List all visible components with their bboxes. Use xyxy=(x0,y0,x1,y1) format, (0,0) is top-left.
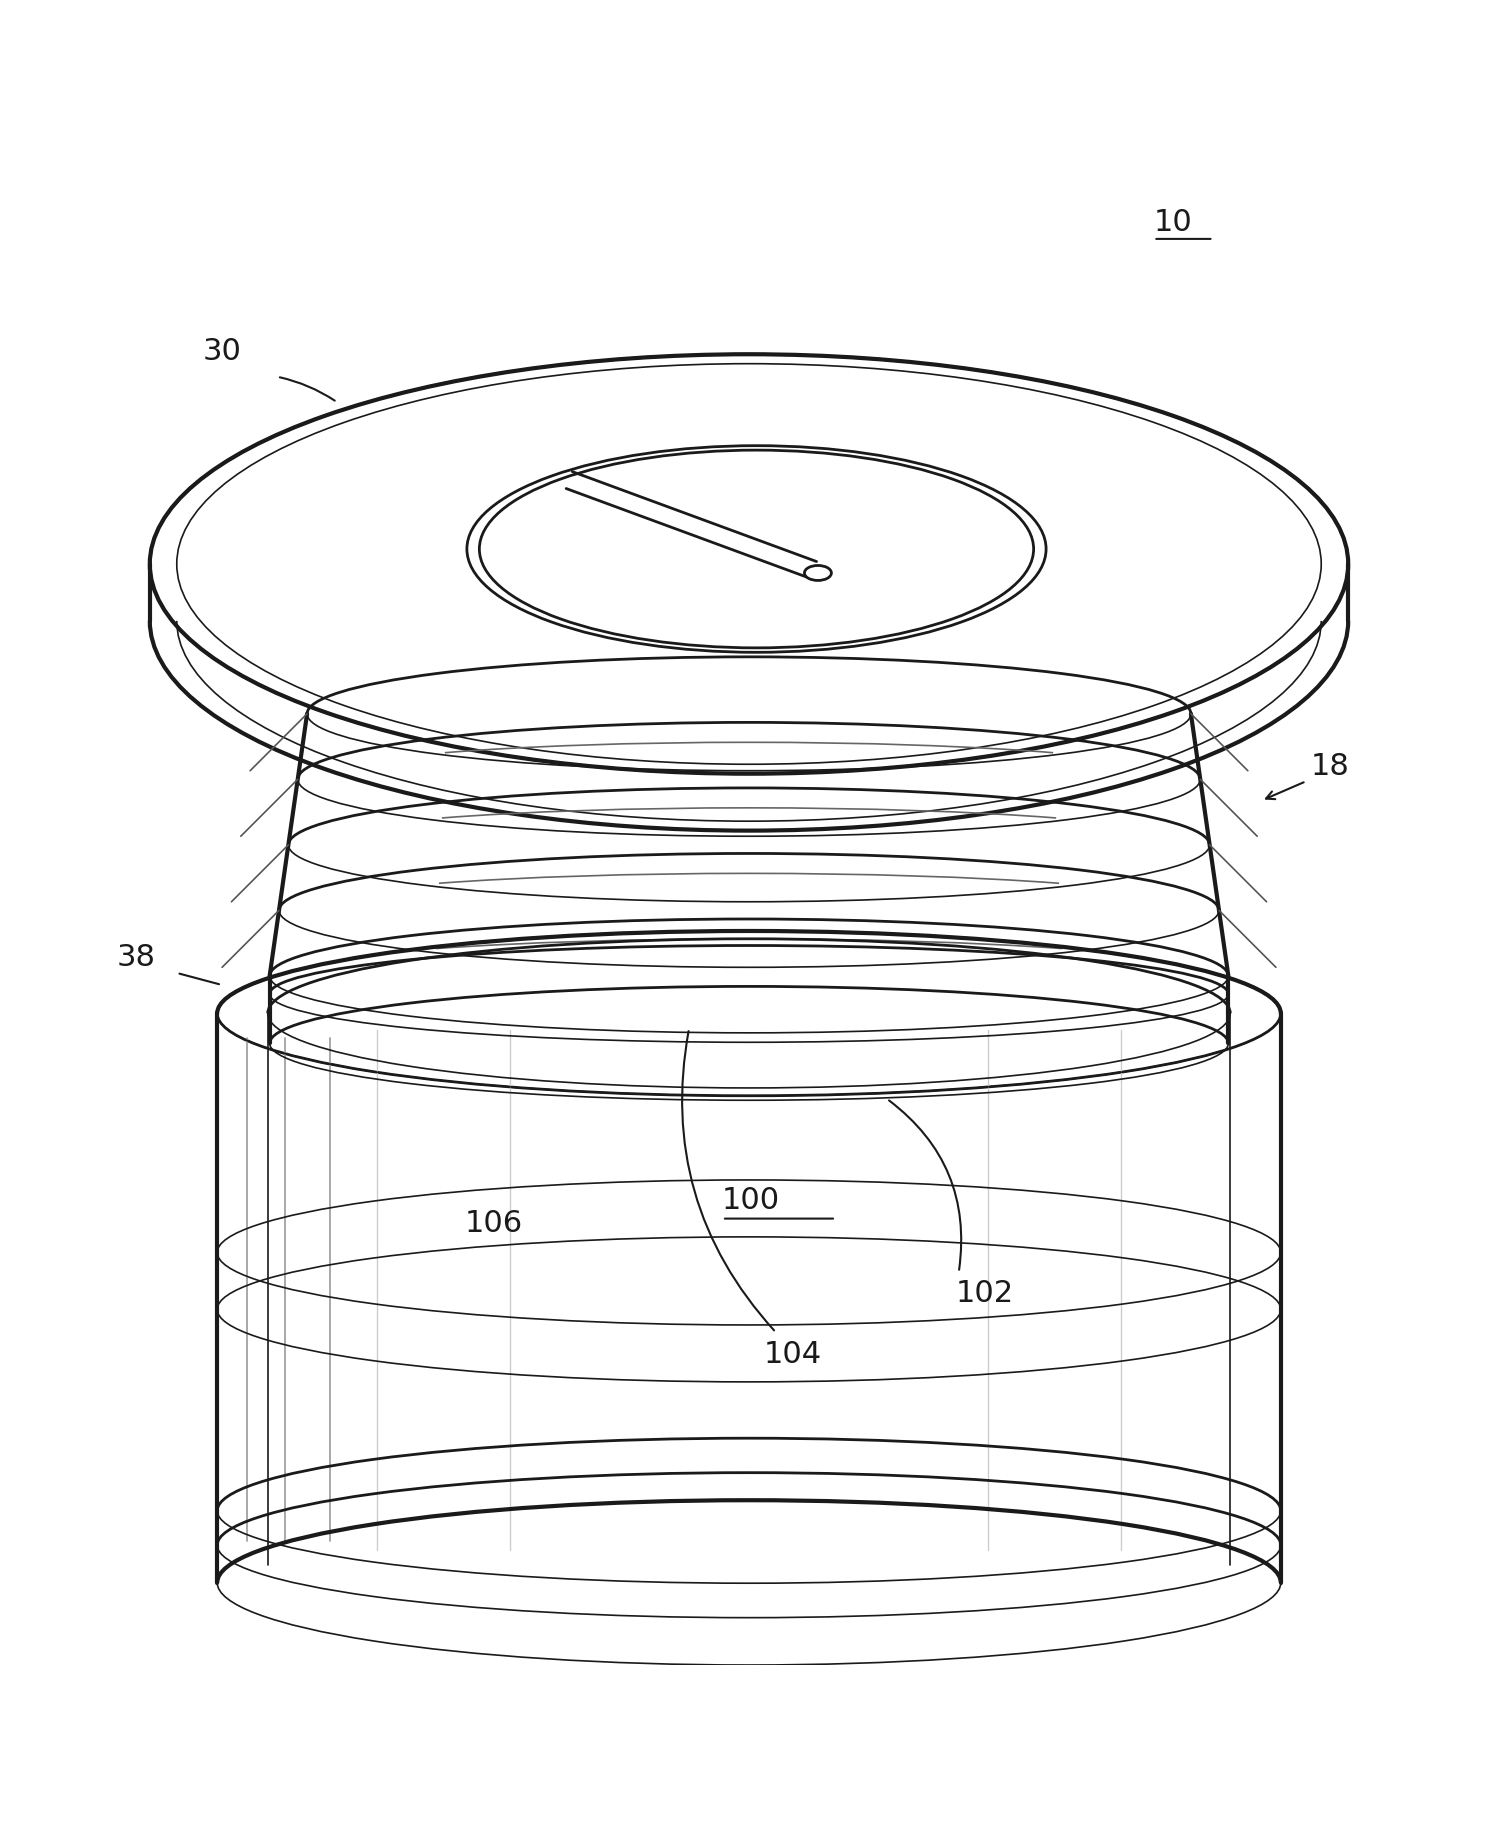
Text: 18: 18 xyxy=(1311,751,1350,780)
Ellipse shape xyxy=(217,931,1281,1096)
Text: 10: 10 xyxy=(1153,207,1192,236)
Text: 104: 104 xyxy=(764,1341,822,1369)
Text: 100: 100 xyxy=(722,1185,780,1215)
Ellipse shape xyxy=(479,451,1034,649)
Text: 38: 38 xyxy=(117,943,156,973)
Text: 106: 106 xyxy=(464,1209,523,1238)
Ellipse shape xyxy=(804,566,831,581)
Ellipse shape xyxy=(150,354,1348,773)
Text: 30: 30 xyxy=(202,337,241,366)
Text: 102: 102 xyxy=(956,1279,1014,1308)
